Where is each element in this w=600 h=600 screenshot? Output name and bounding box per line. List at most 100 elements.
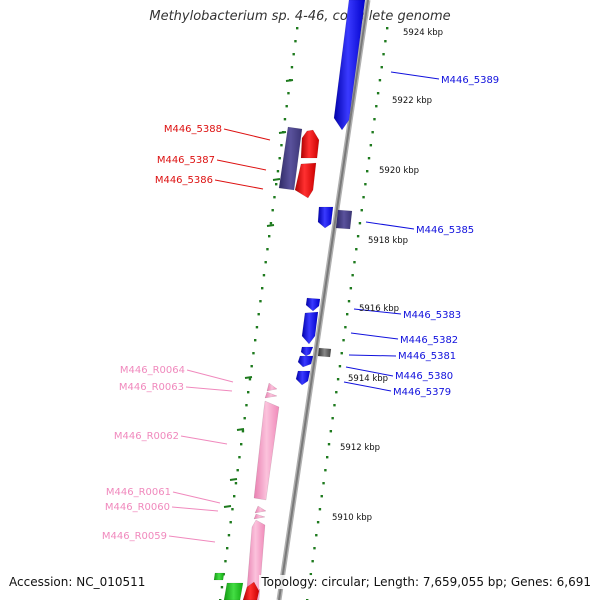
genome-summary: Topology: circular; Length: 7,659,055 bp… [259, 575, 591, 589]
major-tick [244, 376, 253, 379]
major-tick [223, 505, 232, 508]
right-tick-dot [315, 534, 318, 537]
gene-label: M446_R0063 [119, 382, 184, 393]
right-tick-dot [367, 157, 371, 160]
scale-label: 5914 kbp [348, 374, 388, 384]
left-tick-dot [276, 170, 280, 173]
left-tick-dot [294, 40, 297, 43]
left-tick-dot [254, 339, 257, 342]
gene-label-leader [186, 369, 234, 383]
right-tick-dot [378, 79, 382, 82]
gene-m446-5385-a [317, 206, 334, 229]
right-tick-dot [384, 40, 387, 43]
right-tick-dot [326, 456, 329, 459]
left-tick-dot [229, 521, 232, 524]
gene-m446-5381-a [300, 346, 314, 357]
major-tick [266, 224, 275, 227]
right-tick-dot [327, 443, 331, 446]
map-title: Methylobacterium sp. 4-46, complete geno… [149, 9, 451, 24]
right-tick-dot [313, 547, 316, 550]
scale-label: 5918 kbp [368, 236, 408, 246]
gene-label-leader [390, 71, 440, 80]
gene-bottom-green [223, 582, 244, 600]
accession-label: Accession: NC_010511 [9, 575, 148, 589]
gene-bottom-green-small [213, 572, 225, 581]
backbone-line-core [278, 0, 369, 600]
right-tick-dot [338, 365, 342, 368]
rna-m446-r0061 [254, 505, 267, 514]
major-tick [285, 79, 294, 82]
gene-m446-5383 [305, 297, 321, 312]
right-tick-dot [356, 235, 360, 238]
left-tick-dot [241, 430, 245, 433]
left-tick-dot [290, 66, 294, 69]
gene-label: M446_5380 [395, 371, 453, 382]
right-tick-dot [329, 430, 333, 433]
gene-label: M446_5385 [416, 225, 474, 236]
left-tick-dot [283, 118, 287, 121]
gene-label: M446_5389 [441, 75, 499, 86]
right-tick-dot [353, 261, 356, 264]
left-tick-dot [227, 534, 231, 537]
gene-label: M446_R0062 [114, 431, 179, 442]
right-tick-dot [309, 573, 313, 576]
right-tick-dot [318, 508, 322, 511]
right-tick-dot [324, 469, 327, 472]
gene-label: M446_5381 [398, 351, 456, 362]
left-tick-dot [262, 274, 266, 277]
gene-label-leader [223, 128, 271, 141]
left-tick-dot [248, 378, 252, 381]
right-tick-dot [311, 560, 314, 563]
gene-label: M446_R0064 [120, 365, 185, 376]
right-tick-dot [340, 352, 343, 355]
gene-m446-5388 [278, 126, 303, 191]
right-tick-dot [316, 521, 320, 524]
gene-label-leader [214, 179, 264, 190]
gene-label-leader [345, 366, 394, 377]
left-tick-dot [292, 53, 295, 56]
left-tick-dot [273, 196, 276, 199]
major-tick [236, 428, 245, 431]
right-tick-dot [366, 170, 369, 173]
gene-label: M446_5383 [403, 310, 461, 321]
right-tick-dot [364, 183, 367, 186]
major-tick [229, 478, 238, 481]
gene-label: M446_R0060 [105, 502, 170, 513]
left-tick-dot [255, 326, 259, 329]
gene-label-leader [353, 308, 402, 315]
left-tick-dot [280, 144, 283, 147]
scale-label: 5920 kbp [379, 166, 419, 176]
left-tick-dot [245, 404, 248, 407]
gene-m446-5382 [301, 311, 319, 345]
left-tick-dot [261, 287, 264, 290]
left-tick-dot [236, 469, 239, 472]
scale-label: 5924 kbp [403, 28, 443, 38]
gene-label: M446_5388 [164, 124, 222, 135]
gene-m446-5379 [295, 370, 311, 386]
right-tick-dot [331, 417, 334, 420]
left-tick-dot [259, 300, 262, 303]
left-tick-dot [238, 456, 241, 459]
left-tick-dot [220, 586, 224, 589]
gene-label-leader [185, 386, 233, 392]
gene-label-leader [180, 435, 228, 445]
left-tick-dot [296, 27, 299, 30]
left-tick-dot [285, 105, 288, 108]
left-tick-dot [266, 248, 269, 251]
gene-label: M446_5379 [393, 387, 451, 398]
left-tick-dot [278, 157, 281, 160]
left-tick-dot [247, 391, 250, 394]
right-tick-dot [346, 313, 349, 316]
right-tick-dot [320, 495, 323, 498]
right-tick-dot [371, 131, 374, 134]
gene-m446-5385-b [335, 209, 353, 230]
gene-m446-5389 [333, 0, 366, 131]
right-tick-dot [349, 287, 353, 290]
right-tick-dot [376, 92, 380, 95]
right-tick-dot [360, 209, 363, 212]
gene-label: M446_5386 [155, 175, 213, 186]
scale-label: 5922 kbp [392, 96, 432, 106]
left-tick-dot [269, 222, 273, 225]
left-tick-dot [231, 508, 234, 511]
left-tick-dot [257, 313, 260, 316]
